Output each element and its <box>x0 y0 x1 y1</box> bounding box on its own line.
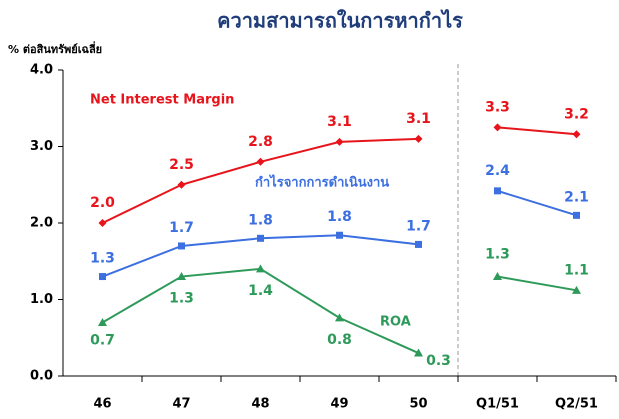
x-tick-label: 46 <box>93 397 111 412</box>
value-label: 2.1 <box>564 189 589 205</box>
value-label: 2.0 <box>90 195 115 211</box>
marker <box>178 242 185 250</box>
series-line <box>497 275 577 292</box>
value-label: 3.1 <box>327 114 352 130</box>
y-tick-label: 2.0 <box>30 216 53 231</box>
value-label: 1.1 <box>564 262 589 278</box>
value-label: 1.8 <box>248 212 273 228</box>
marker <box>573 211 580 219</box>
y-axis-label: % ต่อสินทรัพย์เฉลี่ย <box>8 41 102 56</box>
x-tick-label: 48 <box>251 397 269 412</box>
value-label: 2.8 <box>248 134 273 150</box>
chart-title: ความสามารถในการหากำไร <box>217 9 463 33</box>
marker <box>98 317 107 326</box>
marker <box>177 180 186 189</box>
value-label: 1.8 <box>327 209 352 225</box>
series-line <box>101 267 419 354</box>
marker <box>335 137 344 146</box>
value-label: 2.4 <box>485 163 510 179</box>
value-label: 1.3 <box>90 251 115 267</box>
marker <box>336 231 343 239</box>
value-label: 0.8 <box>327 332 352 348</box>
marker <box>177 272 186 281</box>
legend-label: กำไรจากการดำเนินงาน <box>255 174 389 191</box>
marker <box>493 272 502 281</box>
marker <box>99 273 106 281</box>
marker <box>415 240 422 248</box>
value-label: 1.3 <box>169 291 194 307</box>
legend-label: Net Interest Margin <box>90 93 234 108</box>
value-label: 0.3 <box>426 353 451 369</box>
y-tick-label: 0.0 <box>30 369 53 384</box>
value-label: 1.7 <box>406 218 431 234</box>
marker <box>494 187 501 195</box>
value-label: 1.7 <box>169 220 194 236</box>
x-tick-label: 49 <box>330 397 348 412</box>
x-tick-label: Q2/51 <box>555 397 598 412</box>
x-tick-label: Q1/51 <box>476 397 519 412</box>
marker <box>256 264 265 273</box>
marker <box>257 234 264 242</box>
marker <box>98 219 107 227</box>
marker <box>572 285 581 294</box>
x-tick-label: 47 <box>172 397 190 412</box>
value-label: 2.5 <box>169 157 194 173</box>
y-tick-label: 4.0 <box>30 63 53 78</box>
value-label: 1.3 <box>485 247 510 263</box>
x-tick-label: 50 <box>409 397 427 412</box>
value-label: 0.7 <box>90 332 115 348</box>
marker <box>414 134 423 143</box>
y-tick-label: 1.0 <box>30 292 53 307</box>
value-label: 1.4 <box>248 283 273 299</box>
series-line <box>497 126 577 136</box>
marker <box>256 157 265 166</box>
value-label: 3.3 <box>485 99 510 115</box>
value-label: 3.1 <box>406 111 431 127</box>
marker <box>335 313 344 322</box>
series-line <box>497 189 577 217</box>
y-tick-label: 3.0 <box>30 139 53 154</box>
marker <box>493 123 502 132</box>
marker <box>572 130 581 139</box>
value-label: 3.2 <box>564 106 589 122</box>
marker <box>414 348 423 357</box>
legend-label: ROA <box>380 315 411 330</box>
